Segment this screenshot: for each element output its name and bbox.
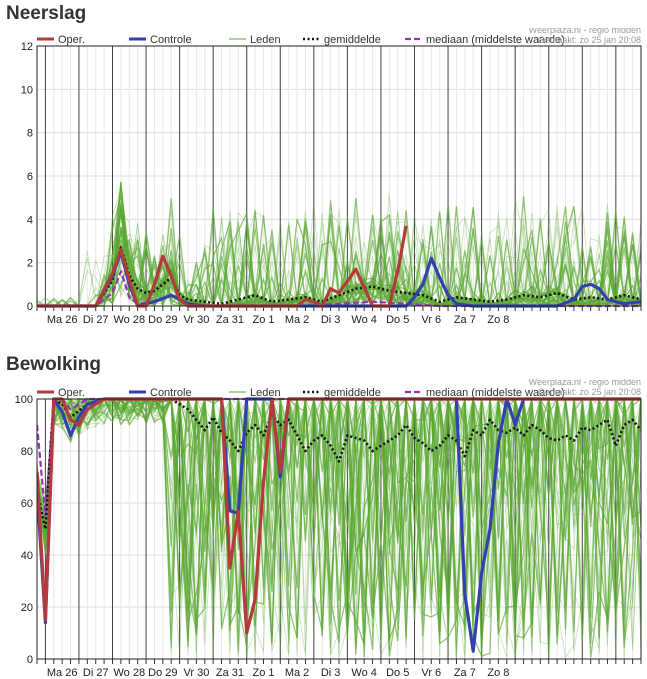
day-label: Vr 30: [183, 314, 209, 326]
legend-mediaan: mediaan (middelste waarde): [405, 387, 565, 399]
day-label: Wo 28: [113, 667, 145, 679]
day-label: Di 3: [321, 667, 341, 679]
legend-controle: Controle: [129, 387, 192, 399]
legend-gemiddelde-label: gemiddelde: [324, 387, 381, 399]
day-label: Wo 4: [351, 667, 376, 679]
day-label: Do 29: [148, 314, 177, 326]
day-label: Za 7: [454, 314, 476, 326]
y-tick-label: 6: [27, 171, 33, 183]
day-label: Za 31: [216, 667, 244, 679]
legend-gemiddelde: gemiddelde: [303, 34, 381, 46]
legend-oper: Oper.: [37, 34, 85, 46]
legend-leden: Leden: [229, 387, 281, 399]
legend-mediaan-label: mediaan (middelste waarde): [426, 387, 565, 399]
neerslag-chart: 0 2 4 6 8 10 12 Ma 26 Di 27 Wo 28 Do 29 Vr 30 Za 31 Z…: [21, 28, 642, 326]
legend-leden: Leden: [229, 34, 281, 46]
day-label: Zo 8: [487, 314, 509, 326]
day-label: Do 5: [386, 667, 409, 679]
legend-leden-label: Leden: [250, 387, 281, 399]
day-label: Di 27: [83, 667, 109, 679]
plot-frame: [36, 45, 642, 307]
legend-oper-label: Oper.: [58, 387, 85, 399]
day-label: Vr 6: [421, 667, 441, 679]
day-label: Zo 1: [252, 667, 274, 679]
day-label: Di 3: [321, 314, 341, 326]
day-label: Ma 26: [47, 667, 78, 679]
y-tick-label: 12: [21, 41, 33, 53]
gemiddelde-series-line: [37, 397, 641, 531]
legend-controle-label: Controle: [150, 387, 192, 399]
y-tick-label: 0: [27, 301, 33, 313]
y-tick-label: 100: [15, 394, 33, 406]
legend-mediaan-label: mediaan (middelste waarde): [426, 34, 565, 46]
y-tick-label: 40: [21, 550, 33, 562]
y-tick-label: 10: [21, 84, 33, 96]
day-label: Do 29: [148, 667, 177, 679]
legend-oper-label: Oper.: [58, 34, 85, 46]
day-label: Ma 2: [285, 667, 309, 679]
day-label: Za 31: [216, 314, 244, 326]
generated-timestamp: Gemaakt: zo 25 jan 20:08: [538, 35, 641, 45]
day-label: Vr 30: [183, 667, 209, 679]
source-label: Weerplaza.nl - regio midden: [529, 28, 641, 35]
y-tick-label: 2: [27, 258, 33, 270]
y-tick-label: 60: [21, 498, 33, 510]
generated-timestamp: Gemaakt: zo 25 jan 20:08: [538, 387, 641, 397]
day-label: Ma 26: [47, 314, 78, 326]
y-tick-label: 80: [21, 446, 33, 458]
day-label: Wo 4: [351, 314, 376, 326]
legend-gemiddelde: gemiddelde: [303, 387, 381, 399]
y-tick-label: 4: [27, 214, 33, 226]
y-tick-label: 20: [21, 602, 33, 614]
legend-controle: Controle: [129, 34, 192, 46]
plot-frame: [36, 398, 642, 660]
day-label: Wo 28: [113, 314, 145, 326]
bewolking-chart: 0 20 40 60 80 100 Ma 26 Di 27 Wo 28 Do 29 Vr 30 Za …: [15, 379, 642, 679]
day-label: Zo 8: [487, 667, 509, 679]
day-label: Za 7: [454, 667, 476, 679]
legend-mediaan: mediaan (middelste waarde): [405, 34, 565, 46]
y-tick-label: 0: [27, 654, 33, 666]
gemiddelde-series-line: [37, 246, 641, 308]
neerslag-title: Neerslag: [6, 3, 87, 24]
y-tick-label: 8: [27, 128, 33, 140]
legend-leden-label: Leden: [250, 34, 281, 46]
day-label: Do 5: [386, 314, 409, 326]
day-label: Ma 2: [285, 314, 309, 326]
ensemble-member-line: [37, 186, 641, 308]
day-label: Vr 6: [421, 314, 441, 326]
ensemble-member-line: [37, 398, 641, 645]
legend-gemiddelde-label: gemiddelde: [324, 34, 381, 46]
legend-oper: Oper.: [37, 387, 85, 399]
source-label: Weerplaza.nl - regio midden: [529, 379, 641, 387]
ensemble-member-line: [37, 397, 641, 659]
day-label: Zo 1: [252, 314, 274, 326]
day-label: Di 27: [83, 314, 109, 326]
bewolking-title: Bewolking: [6, 354, 102, 375]
legend-controle-label: Controle: [150, 34, 192, 46]
